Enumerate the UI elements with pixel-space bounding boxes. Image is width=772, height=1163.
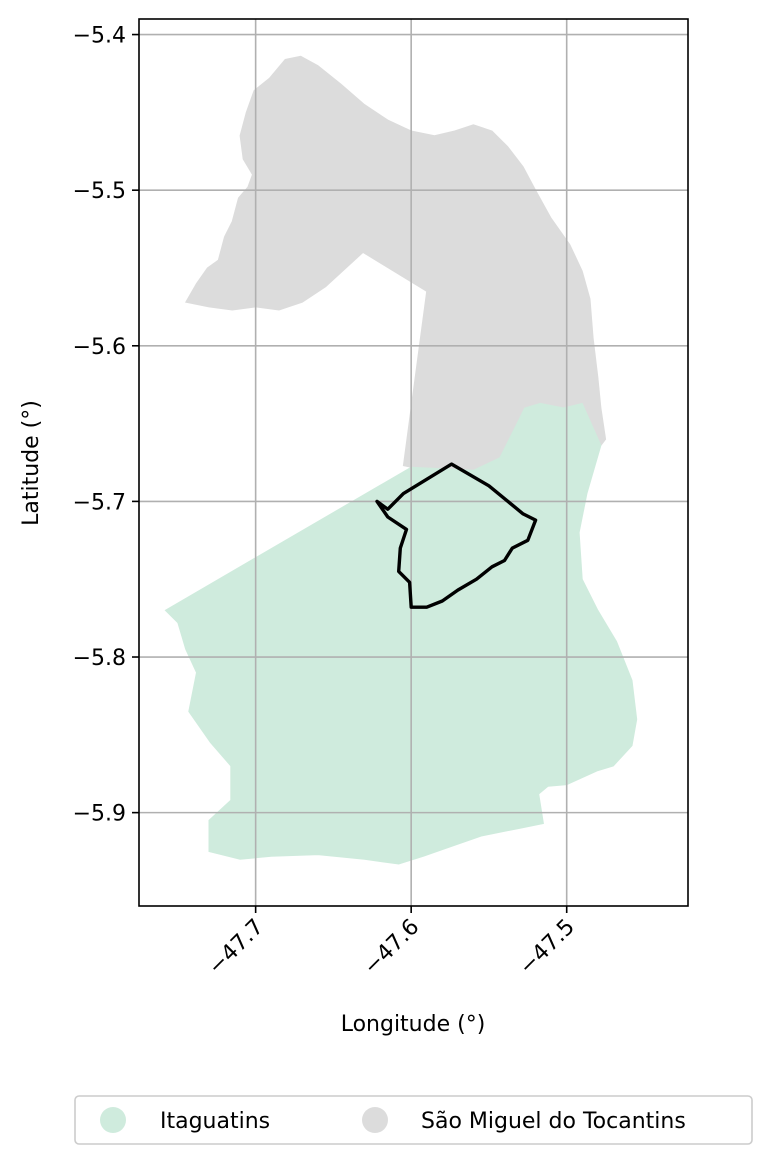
y-axis-ticks: −5.4 −5.5 −5.6 −5.7 −5.8 −5.9 xyxy=(73,24,139,827)
y-tick-label: −5.4 xyxy=(73,24,126,49)
y-tick-label: −5.7 xyxy=(73,490,126,515)
plot-area xyxy=(138,18,689,907)
region-itaguatins xyxy=(164,402,638,865)
x-axis-title: Longitude (°) xyxy=(341,1012,486,1037)
y-tick-label: −5.6 xyxy=(73,335,126,360)
legend-label-itaguatins: Itaguatins xyxy=(160,1109,270,1134)
legend-marker-sao-miguel xyxy=(362,1107,388,1133)
legend: Itaguatins São Miguel do Tocantins xyxy=(74,1095,753,1145)
plot-frame xyxy=(138,18,689,907)
highlight-outline xyxy=(375,462,538,609)
y-tick-label: −5.8 xyxy=(73,646,126,671)
y-tick-label: −5.5 xyxy=(73,179,126,204)
y-axis-title: Latitude (°) xyxy=(19,400,44,526)
legend-label-sao-miguel: São Miguel do Tocantins xyxy=(421,1109,686,1134)
legend-frame xyxy=(74,1095,753,1145)
grid-layer xyxy=(139,19,688,906)
legend-marker-itaguatins xyxy=(100,1107,126,1133)
outline-layer xyxy=(375,462,538,609)
y-tick-label: −5.9 xyxy=(73,802,126,827)
regions-layer xyxy=(164,55,638,865)
